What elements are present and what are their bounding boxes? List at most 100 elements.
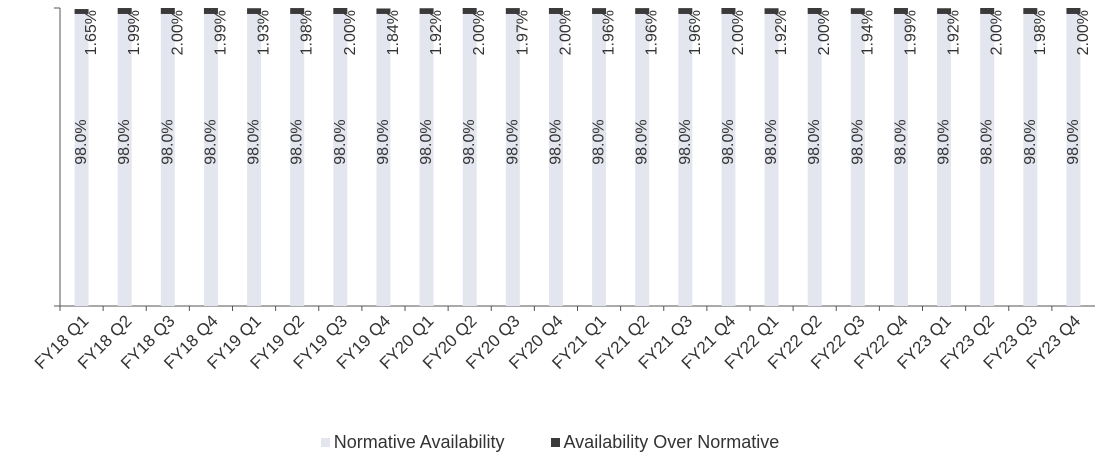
data-label-normative: 98.0% [159,119,176,164]
legend-item-normative: Normative Availability [320,432,505,453]
data-label-over-normative: 1.65% [83,10,100,55]
bar-normative [635,13,650,307]
bar-over-normative [678,8,693,14]
bar-over-normative [160,8,175,14]
bar-over-normative [333,8,348,14]
bar-over-normative [203,8,218,14]
data-label-over-normative: 1.98% [299,10,316,55]
data-label-normative: 98.0% [979,119,996,164]
bar-over-normative [980,8,995,14]
legend-item-over-normative: Availability Over Normative [550,432,780,453]
data-label-normative: 98.0% [547,119,564,164]
data-label-normative: 98.0% [504,119,521,164]
bar-normative [721,13,736,307]
legend-swatch-over-normative [550,438,560,447]
bar-normative [1066,13,1081,307]
bar-normative [462,13,477,307]
bar-over-normative [1066,8,1081,14]
data-label-normative: 98.0% [461,119,478,164]
bar-over-normative [117,8,132,14]
bar-normative [74,13,89,307]
data-label-normative: 98.0% [892,119,909,164]
data-label-over-normative: 2.00% [989,10,1006,55]
bar-normative [505,13,520,307]
bar-normative [419,13,434,307]
bar-normative [807,13,822,307]
bar-over-normative [290,8,305,14]
bar-over-normative [635,8,650,14]
bar-normative [937,13,952,307]
data-label-over-normative: 2.00% [816,10,833,55]
bar-over-normative [505,8,520,14]
data-label-over-normative: 1.99% [902,10,919,55]
data-label-over-normative: 1.96% [687,10,704,55]
bar-normative [160,13,175,307]
data-label-over-normative: 1.99% [212,10,229,55]
data-label-over-normative: 1.96% [644,10,661,55]
bar-over-normative [376,8,391,14]
data-label-normative: 98.0% [763,119,780,164]
data-label-normative: 98.0% [1065,119,1082,164]
data-label-normative: 98.0% [634,119,651,164]
data-label-normative: 98.0% [418,119,435,164]
bar-over-normative [721,8,736,14]
bar-normative [333,13,348,307]
bar-over-normative [1023,8,1038,14]
bar-over-normative [419,8,434,14]
bar-over-normative [592,8,607,14]
data-label-over-normative: 1.92% [773,10,790,55]
bar-normative [850,13,865,307]
data-label-normative: 98.0% [73,119,90,164]
data-label-normative: 98.0% [591,119,608,164]
legend-swatch-normative [320,438,330,447]
bar-normative [548,13,563,307]
legend-label-normative: Normative Availability [333,432,505,452]
bar-normative [980,13,995,307]
data-label-normative: 98.0% [806,119,823,164]
data-label-normative: 98.0% [202,119,219,164]
data-label-over-normative: 1.92% [946,10,963,55]
bar-over-normative [893,8,908,14]
data-label-over-normative: 1.97% [514,10,531,55]
data-label-over-normative: 2.00% [1075,10,1092,55]
bar-over-normative [548,8,563,14]
bar-over-normative [807,8,822,14]
data-label-normative: 98.0% [720,119,737,164]
data-label-normative: 98.0% [246,119,263,164]
data-label-over-normative: 2.00% [730,10,747,55]
data-label-over-normative: 2.00% [471,10,488,55]
bar-normative [117,13,132,307]
bar-normative [1023,13,1038,307]
data-label-normative: 98.0% [849,119,866,164]
bar-normative [764,13,779,307]
bar-normative [376,13,391,307]
bar-over-normative [850,8,865,14]
bar-normative [290,13,305,307]
bar-normative [592,13,607,307]
legend: Normative Availability Availability Over… [0,432,1100,453]
bar-normative [893,13,908,307]
bar-over-normative [247,8,262,14]
data-label-over-normative: 1.99% [126,10,143,55]
data-label-over-normative: 1.92% [428,10,445,55]
data-label-normative: 98.0% [1022,119,1039,164]
bar-normative [678,13,693,307]
data-label-over-normative: 2.00% [342,10,359,55]
data-label-over-normative: 1.84% [385,10,402,55]
data-label-over-normative: 2.00% [557,10,574,55]
data-label-normative: 98.0% [677,119,694,164]
data-label-over-normative: 1.98% [1032,10,1049,55]
bar-normative [203,13,218,307]
data-label-normative: 98.0% [116,119,133,164]
bar-over-normative [764,8,779,14]
bar-over-normative [462,8,477,14]
data-label-normative: 98.0% [375,119,392,164]
data-label-over-normative: 1.96% [601,10,618,55]
bar-normative [247,13,262,307]
data-label-normative: 98.0% [332,119,349,164]
legend-label-over-normative: Availability Over Normative [563,432,780,452]
data-label-normative: 98.0% [289,119,306,164]
data-label-over-normative: 2.00% [169,10,186,55]
